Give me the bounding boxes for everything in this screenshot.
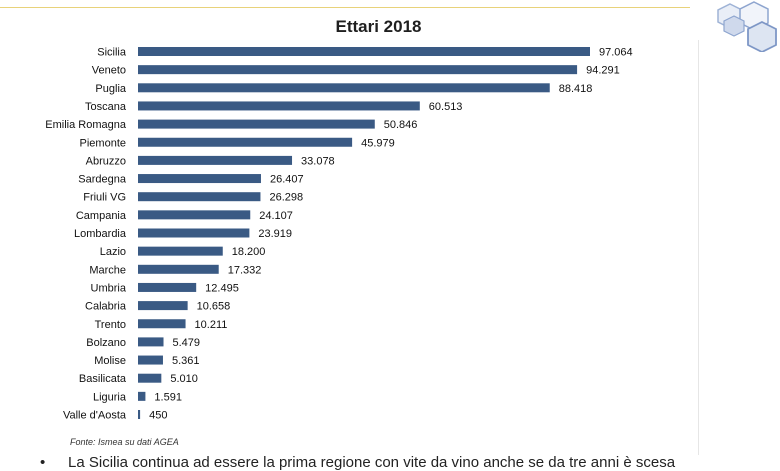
- data-label: 33.078: [301, 155, 335, 167]
- data-label: 88.418: [559, 83, 593, 95]
- category-label: Friuli VG: [83, 192, 126, 204]
- data-label: 5.010: [170, 373, 198, 385]
- category-label: Trento: [95, 319, 126, 331]
- bar: [138, 410, 141, 419]
- bullet-text: La Sicilia continua ad essere la prima r…: [68, 454, 676, 471]
- frame-border: [698, 40, 699, 455]
- category-label: Umbria: [91, 282, 127, 294]
- data-label: 12.495: [205, 282, 239, 294]
- category-label: Molise: [94, 355, 126, 367]
- data-label: 50.846: [384, 119, 418, 131]
- bar: [138, 174, 261, 184]
- category-label: Piemonte: [80, 137, 126, 149]
- bar: [138, 210, 251, 220]
- bar: [138, 319, 186, 329]
- data-label: 24.107: [259, 210, 293, 222]
- category-label: Lazio: [100, 246, 126, 258]
- bar: [138, 47, 590, 56]
- bar: [138, 119, 375, 129]
- bar: [138, 137, 353, 147]
- data-label: 5.479: [173, 337, 201, 349]
- data-label: 60.513: [429, 101, 463, 113]
- bar: [138, 301, 188, 311]
- data-label: 5.361: [172, 355, 200, 367]
- bar: [138, 355, 163, 365]
- bar: [138, 373, 162, 383]
- data-label: 26.298: [269, 192, 303, 204]
- data-label: 1.591: [154, 391, 182, 403]
- category-label: Campania: [76, 210, 127, 222]
- category-label: Marche: [89, 264, 126, 276]
- data-label: 23.919: [258, 228, 292, 240]
- chart-title: Ettari 2018: [335, 17, 422, 36]
- bullet-marker: •: [40, 454, 46, 471]
- category-label: Puglia: [95, 83, 126, 95]
- bar: [138, 65, 578, 75]
- bar: [138, 83, 550, 93]
- data-label: 450: [149, 410, 167, 422]
- bar: [138, 282, 197, 292]
- data-label: 97.064: [599, 47, 633, 59]
- cube-logo-icon: [717, 1, 777, 52]
- bar: [138, 337, 164, 347]
- category-label: Calabria: [85, 301, 127, 313]
- category-label: Emilia Romagna: [45, 119, 127, 131]
- category-label: Veneto: [92, 65, 126, 77]
- bar: [138, 264, 219, 274]
- category-label: Bolzano: [86, 337, 126, 349]
- category-label: Valle d'Aosta: [63, 410, 127, 422]
- category-label: Lombardia: [74, 228, 127, 240]
- data-label: 94.291: [586, 65, 620, 77]
- bar: [138, 228, 250, 238]
- category-label: Toscana: [85, 101, 127, 113]
- category-label: Sardegna: [78, 174, 127, 186]
- source-note: Fonte: Ismea su dati AGEA: [70, 437, 179, 447]
- data-label: 17.332: [228, 264, 262, 276]
- data-label: 10.658: [197, 301, 231, 313]
- top-divider-line: [0, 7, 690, 8]
- data-label: 45.979: [361, 137, 395, 149]
- data-label: 26.407: [270, 174, 304, 186]
- category-label: Abruzzo: [86, 155, 126, 167]
- category-label: Sicilia: [97, 47, 127, 59]
- bar: [138, 101, 420, 111]
- bar: [138, 246, 223, 256]
- category-label: Basilicata: [79, 373, 127, 385]
- category-label: Liguria: [93, 391, 127, 403]
- data-label: 18.200: [232, 246, 266, 258]
- data-label: 10.211: [195, 319, 228, 331]
- bar: [138, 192, 261, 202]
- bullet-paragraph: • La Sicilia continua ad essere la prima …: [40, 454, 675, 471]
- bar: [138, 391, 146, 401]
- bar: [138, 155, 293, 165]
